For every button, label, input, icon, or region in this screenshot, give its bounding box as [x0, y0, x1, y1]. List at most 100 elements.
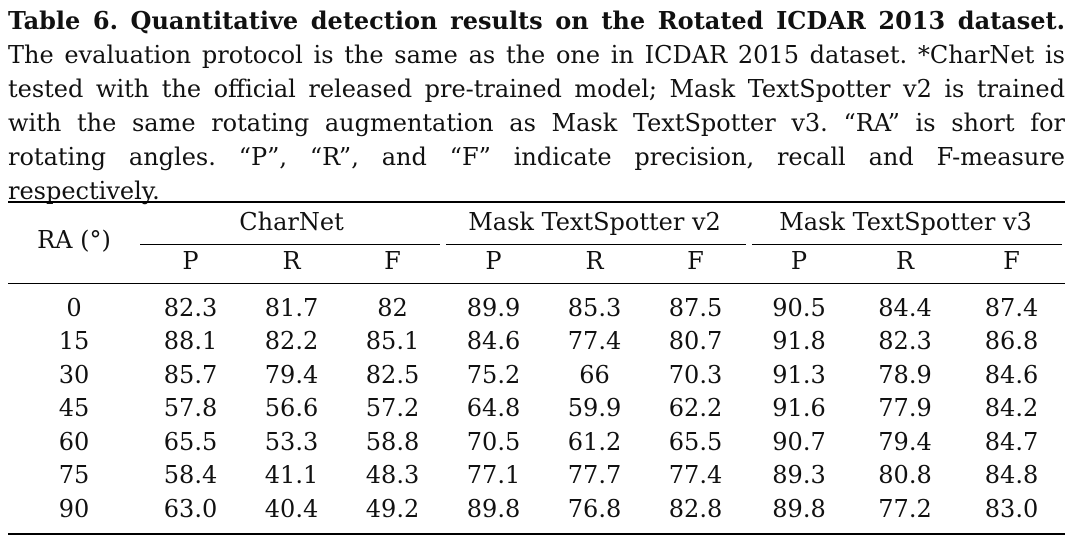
table-cell: 57.2 — [365, 394, 420, 423]
table-row: 60 65.5 53.3 58.8 70.5 61.2 65.5 90.7 79.4 84.7 — [8, 425, 1065, 459]
table-cell: 41.1 — [264, 461, 319, 490]
table-cell: 61.2 — [567, 427, 622, 456]
table-cell: 49.2 — [365, 494, 420, 523]
table-cell: 77.1 — [466, 461, 521, 490]
table-cell: 79.4 — [264, 360, 319, 389]
table-header-rule — [8, 283, 1065, 284]
subheader: R — [282, 247, 301, 275]
table-cell: 75.2 — [466, 360, 521, 389]
table-cell: 62.2 — [668, 394, 723, 423]
table-cell: 48.3 — [365, 461, 420, 490]
row-angle-cell: 90 — [58, 494, 90, 523]
table-cell: 82.3 — [878, 327, 932, 356]
table-row: 0 82.3 81.7 82 89.9 85.3 87.5 90.5 84.4 87.4 — [8, 279, 1065, 325]
group-header: CharNet — [239, 208, 344, 236]
table-cell: 85.1 — [365, 327, 420, 356]
caption-label: Table 6. Quantitative detection results … — [8, 6, 1065, 35]
table-cell: 85.7 — [163, 360, 218, 389]
table-cell: 82.3 — [163, 293, 218, 322]
table-cell: 84.8 — [984, 461, 1039, 490]
table-cell: 53.3 — [264, 427, 319, 456]
table-cell: 86.8 — [984, 327, 1039, 356]
table-row: 90 63.0 40.4 49.2 89.8 76.8 82.8 89.8 77.2 83.0 — [8, 492, 1065, 526]
table-cell: 89.9 — [466, 293, 521, 322]
table-cell: 77.2 — [878, 494, 932, 523]
table-caption: Table 6. Quantitative detection results … — [8, 4, 1065, 208]
table-cell: 65.5 — [163, 427, 218, 456]
group-header: Mask TextSpotter v2 — [468, 208, 721, 236]
table-cell: 65.5 — [668, 427, 723, 456]
table-cell: 58.8 — [365, 427, 420, 456]
table-cell: 82.5 — [365, 360, 420, 389]
table-cell: 87.5 — [668, 293, 723, 322]
group-rule-mts-v2 — [446, 244, 746, 245]
table-cell: 56.6 — [264, 394, 319, 423]
table-cell: 57.8 — [163, 394, 218, 423]
results-table: RA (°) CharNet Mask TextSpotter v2 Mask … — [8, 201, 1065, 526]
table-row: 15 88.1 82.2 85.1 84.6 77.4 80.7 91.8 82.3 86.8 — [8, 325, 1065, 359]
row-angle-cell: 30 — [58, 360, 90, 389]
table-row: 30 85.7 79.4 82.5 75.2 66 70.3 91.3 78.9 84.6 — [8, 358, 1065, 392]
table-cell: 70.5 — [466, 427, 521, 456]
table-cell: 91.8 — [772, 327, 826, 356]
table-cell: 85.3 — [567, 293, 622, 322]
row-header-ra: RA (°) — [37, 226, 111, 254]
caption-text: The evaluation protocol is the same as t… — [8, 41, 1065, 205]
table-cell: 84.7 — [984, 427, 1039, 456]
table-cell: 63.0 — [163, 494, 218, 523]
table-cell: 64.8 — [466, 394, 521, 423]
subheader: P — [790, 247, 808, 275]
table-cell: 77.9 — [878, 394, 932, 423]
table-cell: 89.8 — [466, 494, 521, 523]
row-angle-cell: 75 — [58, 461, 90, 490]
table-cell: 91.3 — [772, 360, 826, 389]
table-cell: 84.6 — [984, 360, 1039, 389]
table-cell: 88.1 — [163, 327, 218, 356]
table-cell: 84.6 — [466, 327, 521, 356]
group-rule-charnet — [140, 244, 440, 245]
table-cell: 87.4 — [984, 293, 1039, 322]
table-cell: 58.4 — [163, 461, 218, 490]
subheader: P — [182, 247, 199, 275]
table-cell: 83.0 — [984, 494, 1039, 523]
row-angle-cell: 60 — [58, 427, 90, 456]
table-cell: 76.8 — [567, 494, 622, 523]
subheader: F — [687, 247, 704, 275]
group-header: Mask TextSpotter v3 — [779, 208, 1032, 236]
table-cell: 79.4 — [878, 427, 932, 456]
subheader: F — [384, 247, 401, 275]
table-top-rule — [8, 201, 1065, 203]
table-body: 0 82.3 81.7 82 89.9 85.3 87.5 90.5 84.4 87.4 15 88.… — [8, 279, 1065, 526]
table-cell: 77.4 — [567, 327, 622, 356]
table-cell: 90.7 — [772, 427, 826, 456]
table-row: 75 58.4 41.1 48.3 77.1 77.7 77.4 89.3 80.8 84.8 — [8, 459, 1065, 493]
table-cell: 80.7 — [668, 327, 723, 356]
table-cell: 77.4 — [668, 461, 723, 490]
table-cell: 90.5 — [772, 293, 826, 322]
row-angle-cell: 15 — [58, 327, 90, 356]
table-cell: 40.4 — [264, 494, 319, 523]
table-cell: 89.3 — [772, 461, 826, 490]
subheader: P — [485, 247, 502, 275]
table-cell: 78.9 — [878, 360, 932, 389]
subheader: R — [895, 247, 915, 275]
row-angle-cell: 45 — [58, 394, 90, 423]
table-cell: 59.9 — [567, 394, 622, 423]
group-rule-mts-v3 — [752, 244, 1062, 245]
table-cell: 82.2 — [264, 327, 319, 356]
table-cell: 82.8 — [668, 494, 723, 523]
table-cell: 91.6 — [772, 394, 826, 423]
table-cell: 81.7 — [264, 293, 319, 322]
table-cell: 80.8 — [878, 461, 932, 490]
subheader: R — [585, 247, 604, 275]
table-row: 45 57.8 56.6 57.2 64.8 59.9 62.2 91.6 77.9 84.2 — [8, 392, 1065, 426]
table-cell: 77.7 — [567, 461, 622, 490]
subheader: F — [1003, 247, 1020, 275]
table-cell: 82 — [377, 293, 408, 322]
table-cell: 89.8 — [772, 494, 826, 523]
table-bottom-rule — [8, 533, 1065, 535]
table-cell: 70.3 — [668, 360, 723, 389]
table-cell: 84.2 — [984, 394, 1039, 423]
table-cell: 84.4 — [878, 293, 932, 322]
table-cell: 66 — [579, 360, 610, 389]
